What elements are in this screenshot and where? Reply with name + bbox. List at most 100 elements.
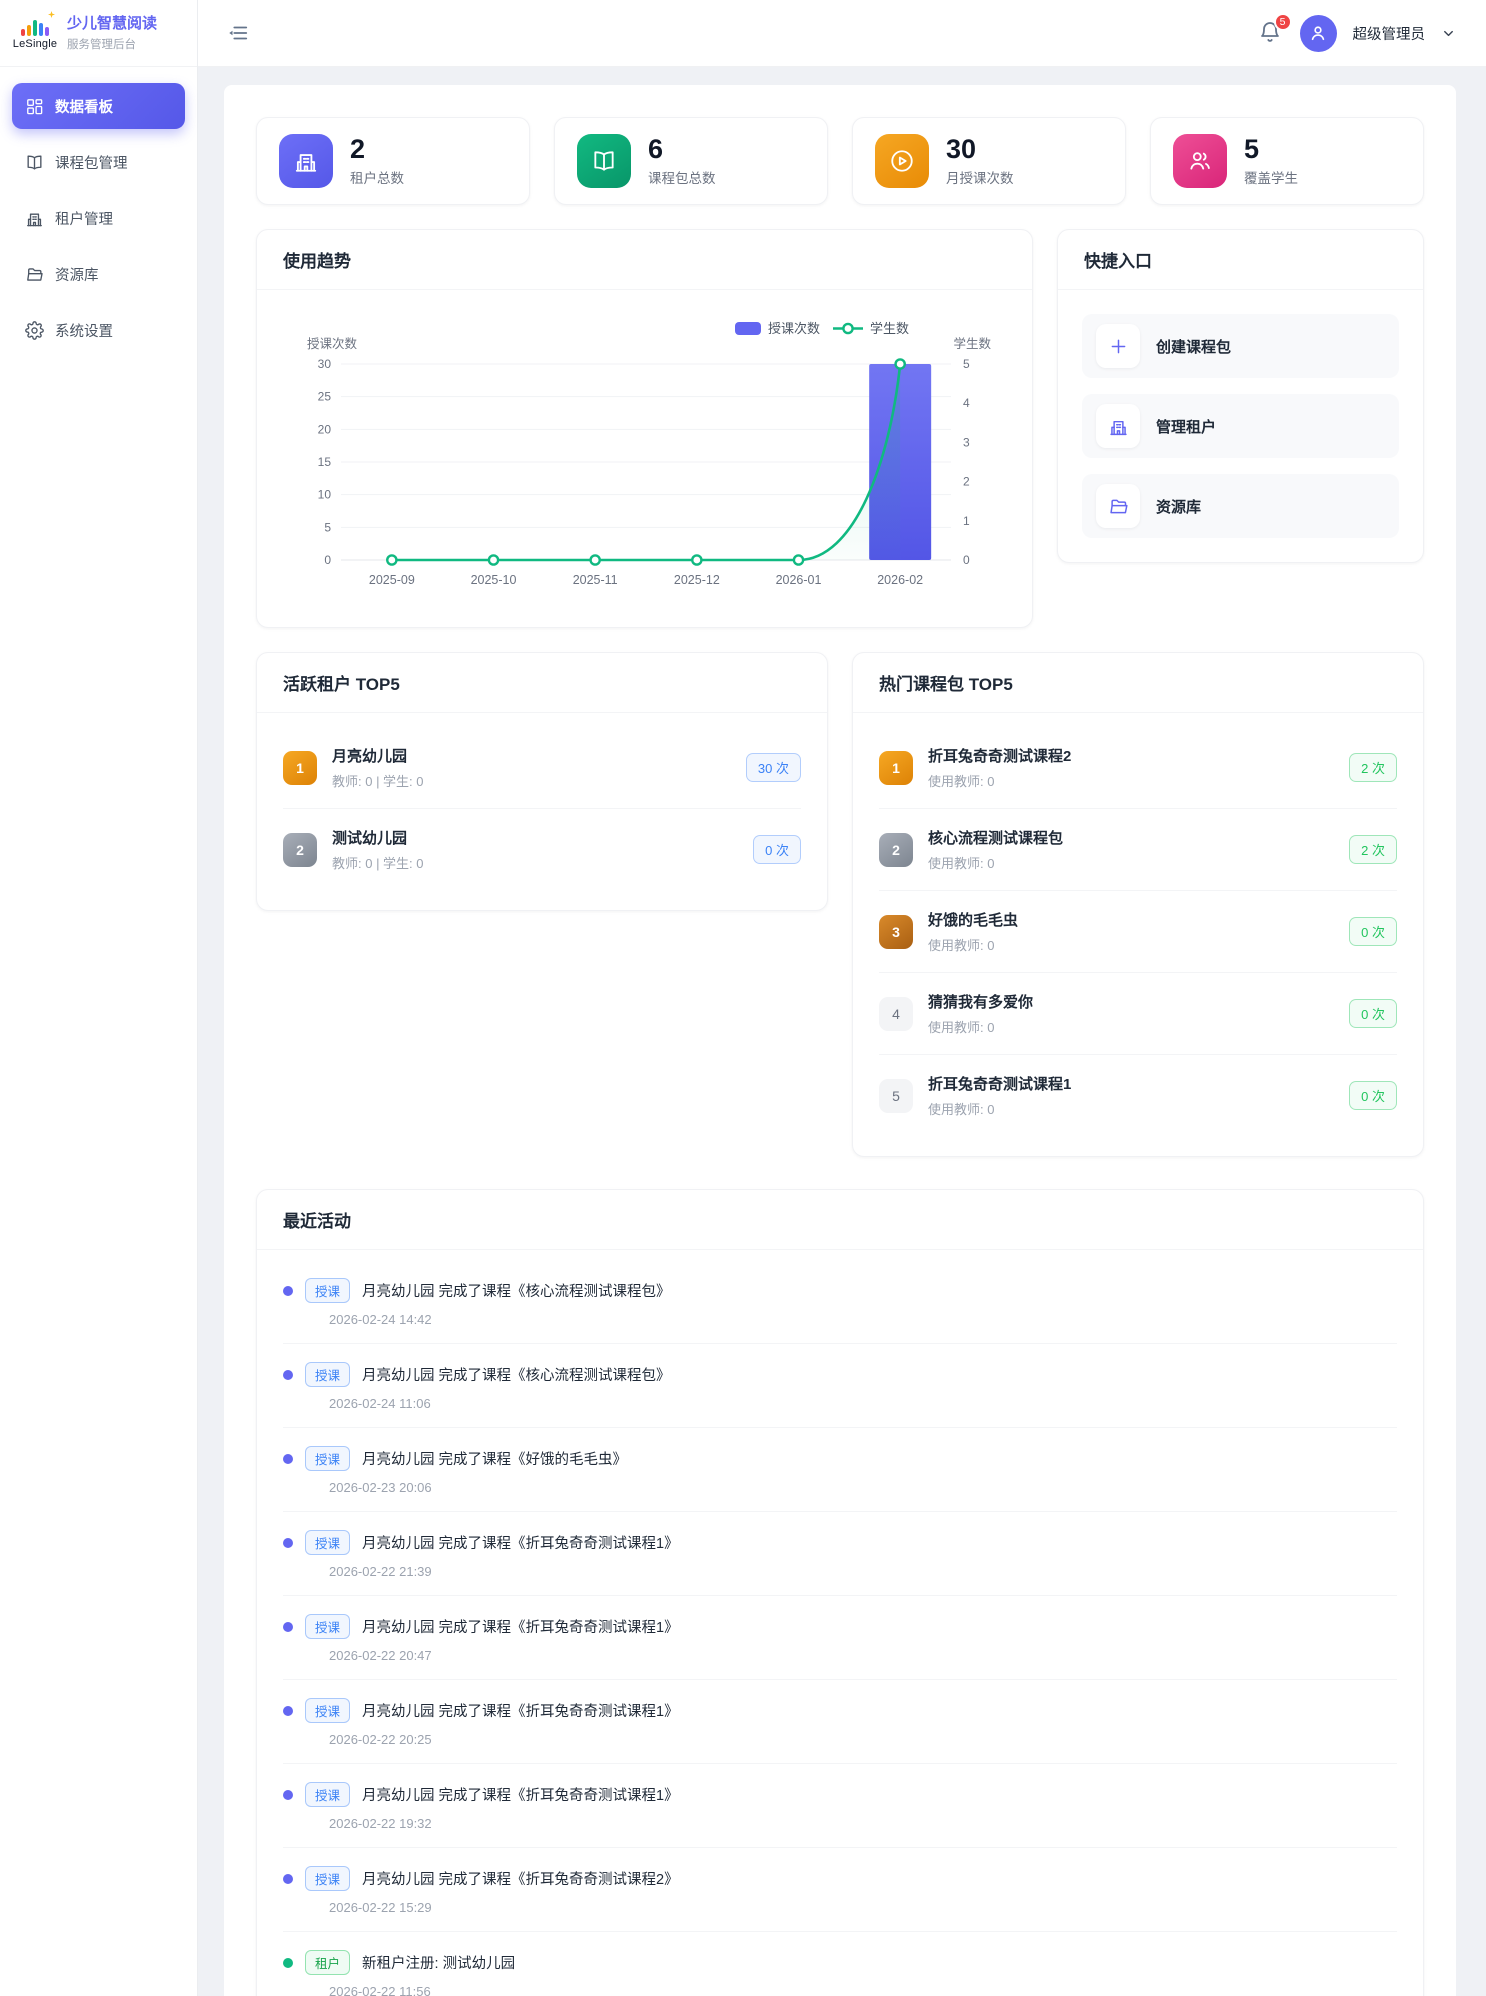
left-axis-tick: 10 — [318, 488, 332, 502]
rank-item-name: 折耳兔奇奇测试课程2 — [928, 748, 1072, 765]
bell-icon — [1260, 22, 1279, 42]
activity-time: 2026-02-22 20:25 — [329, 1732, 432, 1747]
user-avatar[interactable] — [1299, 14, 1337, 52]
top-header: 5 超级管理员 — [198, 0, 1486, 67]
rank-item-sub: 使用教师: 0 — [928, 1020, 995, 1035]
activity-text: 月亮幼儿园 完成了课程《折耳兔奇奇测试课程1》 — [362, 1620, 679, 1636]
rank-item-sub: 使用教师: 0 — [928, 1102, 995, 1117]
chevron-down-icon[interactable] — [1441, 26, 1456, 41]
activity-time: 2026-02-22 11:56 — [329, 1984, 431, 1996]
quick-entry-label: 创建课程包 — [1156, 338, 1232, 356]
line-marker-2025-09 — [386, 554, 398, 566]
activity-item: 租户 新租户注册: 测试幼儿园 2026-02-22 11:56 — [283, 1931, 1397, 1996]
sidebar-item-数据看板[interactable]: 数据看板 — [12, 83, 185, 129]
activity-dot — [283, 1285, 293, 1296]
menu-fold-icon — [229, 26, 248, 40]
sidebar-item-label: 课程包管理 — [55, 155, 128, 172]
quick-entry-管理租户[interactable]: 管理租户 — [1082, 394, 1399, 458]
sidebar-item-租户管理[interactable]: 租户管理 — [12, 195, 185, 241]
left-axis-tick: 15 — [318, 455, 332, 469]
active-tenants-card: 活跃租户 TOP5 1 月亮幼儿园 教师: 0 | 学生: 0 30 次 2 测试幼儿园教… — [256, 652, 828, 911]
legend-line-marker — [842, 322, 854, 335]
usage-trend-header: 使用趋势 — [257, 230, 1032, 290]
active-tenants-list: 1 月亮幼儿园 教师: 0 | 学生: 0 30 次 2 测试幼儿园 教师: 0 | 学生:… — [257, 713, 827, 910]
sidebar-item-系统设置[interactable]: 系统设置 — [12, 307, 185, 353]
stats-row: 2 租户总数 6 课程包总数 30 月授课次数 5 覆盖学生 — [256, 117, 1424, 205]
activity-time: 2026-02-24 11:06 — [329, 1396, 431, 1411]
main-content: 2 租户总数 6 课程包总数 30 月授课次数 5 覆盖学生 使用趋势 授课次数 学生数 授课次数… — [198, 0, 1486, 1996]
stat-value: 2 — [350, 133, 366, 164]
x-axis-label: 2025-10 — [471, 573, 517, 587]
stat-label: 月授课次数 — [946, 171, 1014, 187]
folder-icon — [1109, 499, 1128, 513]
rank-badge: 1 — [879, 750, 913, 785]
book-icon — [594, 151, 614, 171]
legend-bar-swatch — [735, 322, 761, 335]
rank-list-item: 2 核心流程测试课程包 使用教师: 0 2 次 — [879, 808, 1397, 890]
usage-count-badge: 0 次 — [1349, 1081, 1397, 1110]
activity-item: 授课 月亮幼儿园 完成了课程《折耳兔奇奇测试课程1》 2026-02-22 19:3… — [283, 1763, 1397, 1847]
stat-icon-tile — [279, 134, 333, 188]
brand-logo-text: LeSingle — [12, 38, 58, 50]
rank-item-name: 好饿的毛毛虫 — [928, 912, 1019, 929]
activity-type-badge: 授课 — [305, 1530, 351, 1555]
sidebar-item-课程包管理[interactable]: 课程包管理 — [12, 139, 185, 185]
right-axis-tick: 5 — [963, 357, 970, 371]
rank-badge: 5 — [879, 1078, 913, 1113]
quick-entry-header: 快捷入口 — [1058, 230, 1423, 290]
activity-text: 月亮幼儿园 完成了课程《折耳兔奇奇测试课程1》 — [362, 1536, 679, 1552]
sidebar-collapse-button[interactable] — [224, 19, 252, 47]
legend-line-label[interactable]: 学生数 — [870, 321, 909, 336]
activity-type-badge: 授课 — [305, 1614, 351, 1639]
active-tenants-title: 活跃租户 TOP5 — [283, 675, 400, 694]
activity-text: 月亮幼儿园 完成了课程《折耳兔奇奇测试课程1》 — [362, 1788, 679, 1804]
activity-item: 授课 月亮幼儿园 完成了课程《折耳兔奇奇测试课程1》 2026-02-22 20:2… — [283, 1679, 1397, 1763]
sidebar-item-label: 数据看板 — [55, 99, 113, 116]
rank-badge: 4 — [879, 996, 913, 1031]
brand-title: 少儿智慧阅读 — [67, 15, 158, 33]
quick-entry-icon-tile — [1096, 484, 1140, 528]
sidebar: LeSingle 少儿智慧阅读 服务管理后台 数据看板 课程包管理 租户管理 资源库系… — [0, 0, 198, 1996]
activity-time: 2026-02-22 21:39 — [329, 1564, 432, 1579]
activity-text: 月亮幼儿园 完成了课程《核心流程测试课程包》 — [362, 1284, 671, 1300]
rank-list-item: 1 月亮幼儿园 教师: 0 | 学生: 0 30 次 — [283, 727, 801, 808]
quick-entry-资源库[interactable]: 资源库 — [1082, 474, 1399, 538]
sidebar-item-资源库[interactable]: 资源库 — [12, 251, 185, 297]
rank-list-item: 2 测试幼儿园 教师: 0 | 学生: 0 0 次 — [283, 808, 801, 890]
stat-card-月授课次数: 30 月授课次数 — [852, 117, 1126, 205]
rank-item-name: 测试幼儿园 — [332, 830, 408, 847]
legend-bar-label[interactable]: 授课次数 — [768, 321, 820, 336]
usage-trend-chart: 授课次数 学生数 授课次数 学生数 30 25 20 15 10 5 0 5 4 3 2 1 0 2025-09 2… — [257, 290, 1032, 627]
quick-entry-card: 快捷入口 创建课程包管理租户资源库 — [1057, 229, 1424, 563]
dashboard-container: 2 租户总数 6 课程包总数 30 月授课次数 5 覆盖学生 使用趋势 授课次数 学生数 授课次数… — [224, 85, 1456, 1996]
activity-item: 授课 月亮幼儿园 完成了课程《核心流程测试课程包》 2026-02-24 11:06 — [283, 1343, 1397, 1427]
activity-time: 2026-02-22 20:47 — [329, 1648, 432, 1663]
stat-label: 覆盖学生 — [1244, 171, 1298, 187]
building-icon — [1109, 420, 1127, 435]
rank-item-sub: 教师: 0 | 学生: 0 — [332, 774, 424, 789]
folder-icon — [27, 267, 43, 281]
users-icon — [1190, 152, 1210, 170]
activity-dot — [283, 1453, 293, 1464]
rank-item-sub: 教师: 0 | 学生: 0 — [332, 856, 424, 871]
activity-dot — [283, 1537, 293, 1548]
activity-type-badge: 授课 — [305, 1278, 351, 1303]
quick-entry-title: 快捷入口 — [1084, 252, 1152, 271]
sidebar-item-label: 租户管理 — [55, 211, 113, 228]
x-axis-label: 2026-01 — [776, 573, 822, 587]
stat-value: 5 — [1244, 133, 1260, 164]
notification-bell-button[interactable]: 5 — [1258, 13, 1292, 46]
activity-dot — [283, 1957, 293, 1968]
rank-list-item: 3 好饿的毛毛虫 使用教师: 0 0 次 — [879, 890, 1397, 972]
usage-trend-card: 使用趋势 授课次数 学生数 授课次数 学生数 30 25 20 15 10 5 0 5 4 3 2 1 0 202… — [256, 229, 1033, 628]
activity-dot — [283, 1873, 293, 1884]
chart-legend[interactable]: 授课次数 学生数 — [735, 321, 909, 336]
usage-count-badge: 0 次 — [1349, 917, 1397, 946]
stat-icon-tile — [577, 134, 631, 188]
quick-entry-创建课程包[interactable]: 创建课程包 — [1082, 314, 1399, 378]
x-axis-label: 2026-02 — [877, 573, 923, 587]
play-circle-icon — [891, 150, 913, 172]
rank-item-sub: 使用教师: 0 — [928, 774, 995, 789]
quick-entry-label: 资源库 — [1156, 498, 1202, 516]
user-name[interactable]: 超级管理员 — [1352, 26, 1426, 43]
